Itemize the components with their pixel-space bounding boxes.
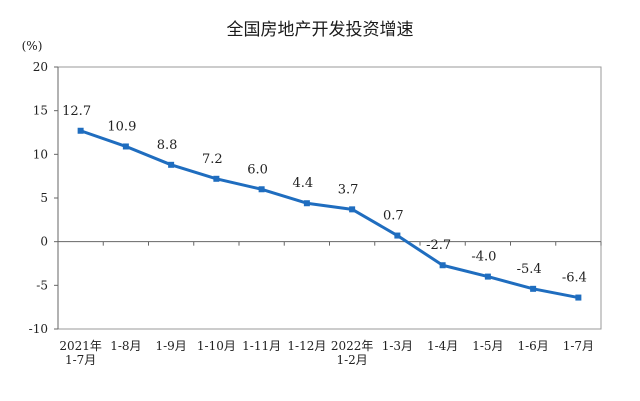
data-label: -6.4 xyxy=(562,271,587,286)
x-tick-label: 1-6月 xyxy=(517,339,548,353)
data-point xyxy=(258,186,265,193)
x-tick-label-line: 1-5月 xyxy=(472,339,503,353)
data-label: -4.0 xyxy=(471,250,496,265)
x-tick-label-line: 1-11月 xyxy=(242,339,281,353)
x-tick-label: 1-9月 xyxy=(155,339,186,353)
series-layer xyxy=(77,127,582,301)
data-point xyxy=(394,232,401,239)
x-tick-label-line: 1-10月 xyxy=(197,339,236,353)
data-point xyxy=(122,143,129,150)
data-point xyxy=(439,262,446,269)
x-tick-label-line: 1-7月 xyxy=(65,353,96,367)
x-tick-label-line: 1-8月 xyxy=(110,339,141,353)
data-label: 3.7 xyxy=(338,182,359,197)
x-tick-label-line: 1-6月 xyxy=(517,339,548,353)
data-point xyxy=(484,273,491,280)
x-tick-label: 1-5月 xyxy=(472,339,503,353)
data-point xyxy=(349,206,356,213)
data-label: 7.2 xyxy=(202,152,223,167)
y-tick-label: 15 xyxy=(33,104,48,118)
x-tick-label: 1-8月 xyxy=(110,339,141,353)
data-label: 0.7 xyxy=(383,209,404,224)
y-tick-label: 10 xyxy=(33,147,48,161)
data-point xyxy=(575,294,582,301)
data-point xyxy=(77,127,84,134)
x-tick-label: 1-12月 xyxy=(287,339,326,353)
x-tick-label-line: 1-3月 xyxy=(382,339,413,353)
x-tick-label: 1-7月 xyxy=(563,339,594,353)
x-tick-label-line: 1-9月 xyxy=(155,339,186,353)
chart-title: 全国房地产开发投资增速 xyxy=(227,20,414,40)
plot-area-border xyxy=(57,66,602,330)
x-tick-label-line: 1-4月 xyxy=(427,339,458,353)
data-point xyxy=(303,200,310,207)
x-tick-label: 1-10月 xyxy=(197,339,236,353)
data-point xyxy=(213,175,220,182)
y-tick-label: 0 xyxy=(40,235,48,249)
y-tick-label: -5 xyxy=(36,278,48,292)
data-label: 6.0 xyxy=(247,162,268,177)
y-tick-label: 5 xyxy=(40,191,48,205)
x-tick-label-line: 1-2月 xyxy=(336,353,367,367)
data-label: 8.8 xyxy=(157,138,178,153)
x-tick-label: 1-11月 xyxy=(242,339,281,353)
x-tick-label-line: 2022年 xyxy=(331,339,374,353)
data-label: 4.4 xyxy=(293,176,314,191)
y-tick-label: 20 xyxy=(33,60,48,74)
y-axis-unit-label: (%) xyxy=(22,39,43,53)
data-label: 10.9 xyxy=(107,119,136,134)
data-label: -5.4 xyxy=(517,262,542,277)
data-label: 12.7 xyxy=(62,104,91,119)
x-tick-label: 1-4月 xyxy=(427,339,458,353)
x-tick-label-line: 1-12月 xyxy=(287,339,326,353)
data-point xyxy=(168,161,175,168)
data-label: -2.7 xyxy=(426,238,451,253)
x-tick-label: 1-3月 xyxy=(382,339,413,353)
data-labels-layer: 12.7 10.9 8.8 7.2 6.0 4.4 3.7 0.7 -2.7 -4.0 -5.4 -6… xyxy=(62,104,587,286)
data-point xyxy=(530,285,537,292)
y-axis: -10 -5 0 5 10 15 20 xyxy=(29,60,59,336)
y-tick-label: -10 xyxy=(29,322,48,336)
x-tick-label-line: 2021年 xyxy=(59,339,102,353)
series-line xyxy=(79,129,580,300)
x-tick-label-line: 1-7月 xyxy=(563,339,594,353)
